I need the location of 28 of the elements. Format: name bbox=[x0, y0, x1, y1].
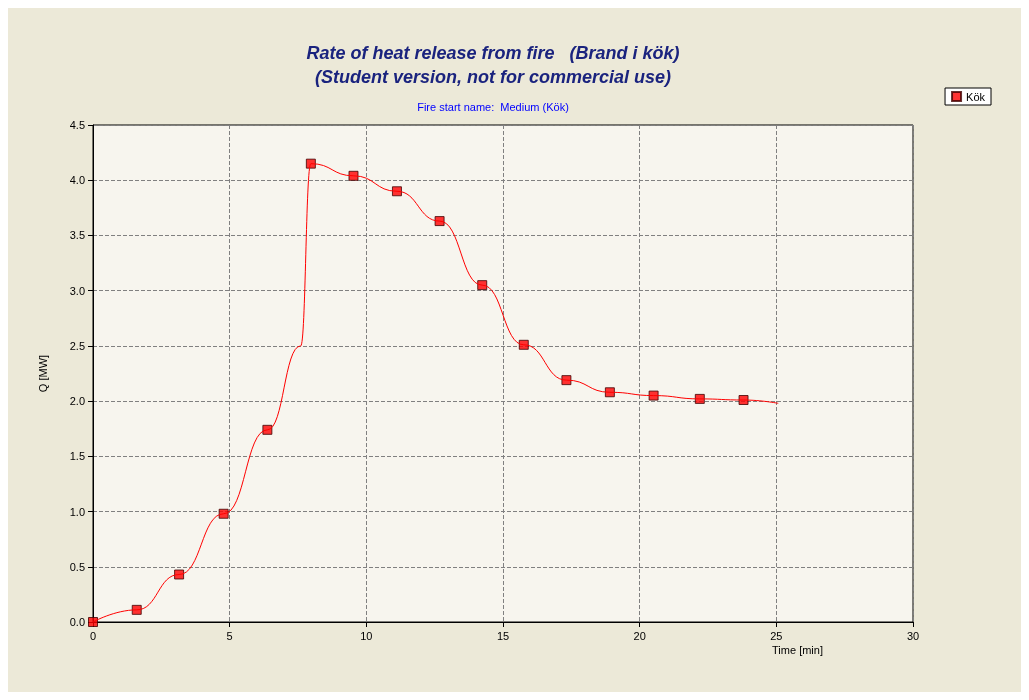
point bbox=[434, 216, 445, 227]
y-tick-label: 4.0 bbox=[69, 174, 85, 187]
y-tick-label: 2.5 bbox=[69, 339, 85, 352]
point bbox=[561, 375, 572, 386]
legend-label: Kök bbox=[966, 90, 986, 103]
point bbox=[174, 569, 185, 580]
x-tick-label: 0 bbox=[89, 629, 97, 642]
y-tick-label: 3.5 bbox=[69, 229, 85, 242]
x-tick-label: 25 bbox=[770, 629, 783, 642]
x-tick-label: 30 bbox=[906, 629, 920, 642]
y-tick-label: 1.0 bbox=[69, 505, 85, 518]
point bbox=[262, 424, 273, 435]
y-tick-label: 3.0 bbox=[69, 284, 85, 297]
y-tick-label: 0.0 bbox=[69, 616, 85, 628]
x-axis-title: Time [min] bbox=[772, 643, 823, 656]
x-tick-label: 5 bbox=[226, 629, 233, 642]
x-tick-label: 20 bbox=[633, 629, 646, 642]
y-axis-title: Q [MW] bbox=[36, 354, 49, 393]
chart-title: Rate of heat release from fire (Brand i kök) (Student version, not for commercial use) bbox=[306, 43, 680, 87]
y-tick-label: 2.0 bbox=[69, 395, 85, 408]
x-tick-label: 15 bbox=[496, 629, 510, 642]
y-tick-label: 4.5 bbox=[69, 119, 85, 131]
point bbox=[648, 390, 659, 401]
chart-subtitle: Fire start name: Medium (Kök) bbox=[417, 100, 569, 113]
y-tick-label: 0.5 bbox=[69, 560, 85, 573]
y-tick-label: 1.5 bbox=[69, 450, 85, 463]
point bbox=[348, 170, 359, 181]
x-tick-label: 10 bbox=[360, 629, 373, 642]
